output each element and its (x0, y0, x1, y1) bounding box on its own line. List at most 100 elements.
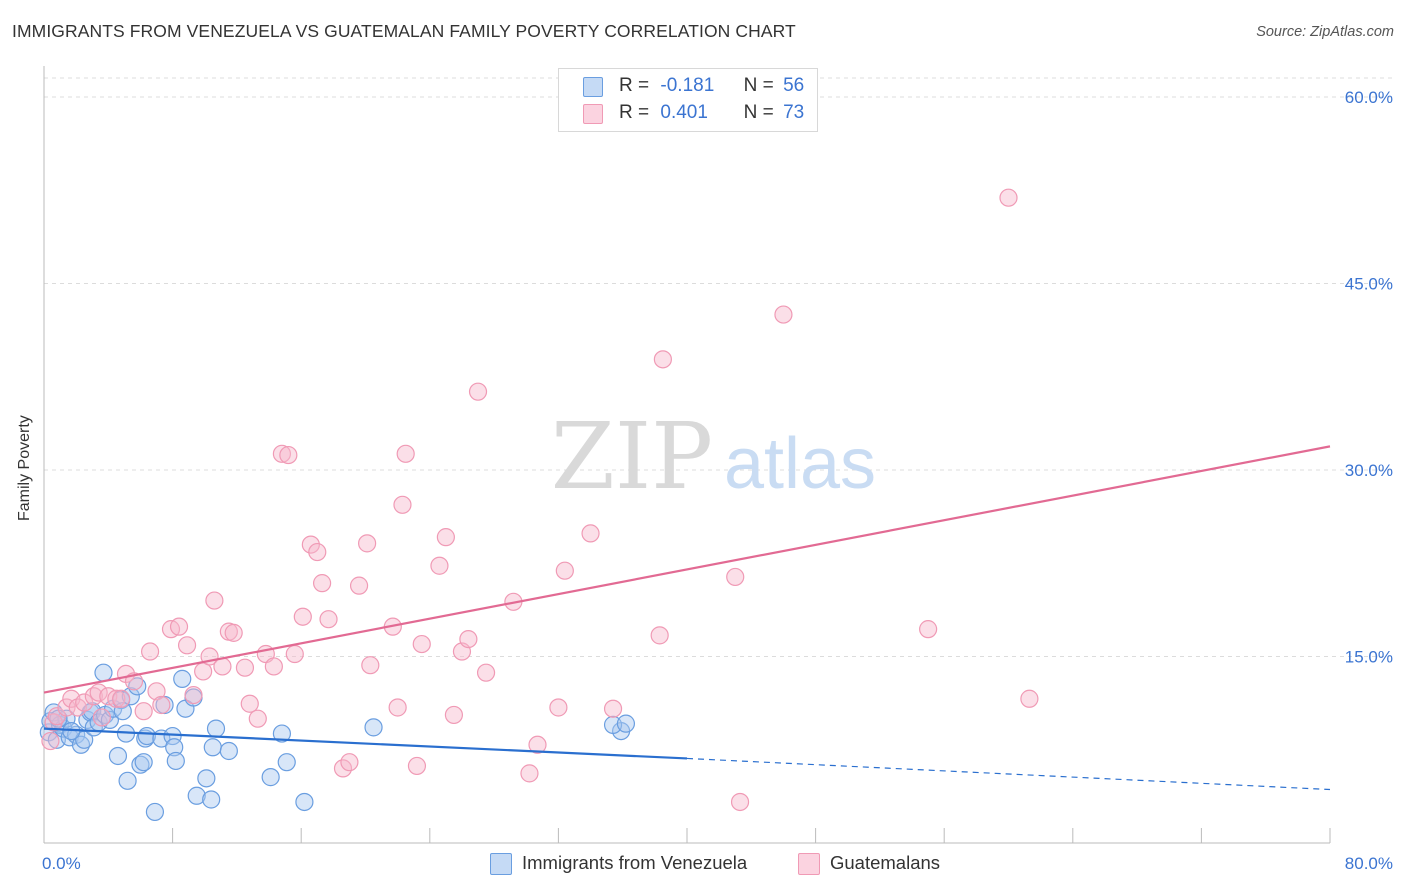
point-venezuela (165, 738, 184, 757)
bottom-legend-label-guatemalans: Guatemalans (830, 852, 941, 873)
point-venezuela (616, 714, 636, 733)
legend-r-value: -0.181 (660, 75, 715, 96)
x-tick-label: 80.0% (1345, 854, 1393, 873)
point-guatemalans (919, 620, 938, 639)
point-guatemalans (393, 495, 412, 514)
point-venezuela (145, 802, 165, 822)
point-guatemalans (412, 634, 431, 654)
point-venezuela (118, 771, 137, 790)
trend-line-venezuela (43, 727, 688, 760)
watermark-atlas: atlas (724, 424, 876, 504)
source-label: Source: ZipAtlas.com (1256, 24, 1394, 40)
bottom-legend-swatch-venezuela (490, 853, 512, 875)
point-guatemalans (1020, 689, 1039, 708)
point-guatemalans (319, 610, 338, 629)
point-guatemalans (476, 663, 496, 682)
bottom-legend-label-venezuela: Immigrants from Venezuela (522, 852, 748, 873)
point-guatemalans (279, 445, 298, 465)
point-venezuela (261, 768, 280, 787)
point-guatemalans (240, 694, 259, 713)
point-venezuela (71, 735, 91, 754)
point-guatemalans (248, 709, 267, 728)
chart-title: IMMIGRANTS FROM VENEZUELA VS GUATEMALAN … (12, 21, 796, 41)
point-guatemalans (358, 534, 377, 553)
point-guatemalans (388, 698, 407, 717)
point-guatemalans (235, 658, 255, 677)
y-tick-label: 45.0% (1345, 275, 1393, 294)
point-guatemalans (650, 626, 669, 645)
bottom-legend-swatch-guatemalans (798, 853, 820, 875)
y-tick-label: 30.0% (1345, 461, 1393, 480)
point-guatemalans (407, 756, 427, 776)
point-guatemalans (528, 735, 547, 754)
legend-swatch-guatemalans (583, 104, 603, 124)
legend-r-label: R = (619, 75, 650, 96)
point-venezuela (128, 677, 147, 696)
point-guatemalans (581, 524, 600, 543)
point-guatemalans (436, 528, 455, 547)
point-guatemalans (107, 689, 126, 708)
point-guatemalans (285, 644, 304, 664)
legend-n-label: N = (743, 75, 774, 96)
point-guatemalans (774, 305, 793, 324)
point-guatemalans (555, 561, 574, 580)
point-venezuela (137, 726, 156, 746)
point-venezuela (364, 718, 383, 737)
point-guatemalans (140, 642, 160, 661)
gridlines (44, 77, 1392, 657)
trend-lines (43, 445, 1331, 791)
point-guatemalans (349, 576, 369, 595)
point-guatemalans (224, 623, 243, 642)
legend-r-label: R = (619, 102, 650, 123)
watermark-zip: ZIP (551, 403, 713, 510)
point-venezuela (197, 769, 216, 788)
point-venezuela (173, 669, 192, 688)
point-venezuela (295, 792, 314, 812)
legend-n-label: N = (743, 102, 774, 123)
y-axis-label: Family Poverty (16, 415, 33, 521)
legend-swatch-venezuela (583, 77, 603, 97)
point-guatemalans (41, 731, 60, 751)
point-venezuela (277, 753, 296, 772)
point-venezuela (219, 741, 238, 761)
point-venezuela (134, 753, 153, 772)
point-guatemalans (301, 535, 320, 554)
point-guatemalans (549, 698, 568, 717)
point-venezuela (108, 746, 128, 766)
point-venezuela (187, 786, 206, 805)
point-guatemalans (89, 683, 108, 702)
point-guatemalans (92, 708, 111, 727)
point-guatemalans (147, 682, 166, 701)
point-guatemalans (152, 695, 171, 715)
y-tick-label: 15.0% (1345, 648, 1393, 667)
point-guatemalans (293, 607, 312, 626)
point-guatemalans (459, 629, 478, 649)
point-guatemalans (999, 188, 1018, 207)
point-venezuela (603, 715, 623, 734)
legend-r-value: 0.401 (660, 102, 708, 123)
correlation-legend: R = -0.181 N = 56 R = 0.401 N = 73 (558, 68, 818, 132)
legend-n-value: 56 (783, 75, 805, 96)
point-guatemalans (430, 556, 449, 575)
watermark: ZIP atlas (551, 403, 876, 510)
trend-line-guatemalans (43, 445, 1331, 694)
data-points (39, 188, 1039, 822)
point-guatemalans (177, 636, 197, 655)
point-guatemalans (264, 657, 283, 676)
point-guatemalans (134, 702, 153, 721)
point-guatemalans (205, 591, 224, 610)
point-guatemalans (520, 764, 539, 783)
point-guatemalans (396, 444, 415, 463)
point-guatemalans (75, 693, 94, 712)
point-venezuela (202, 790, 221, 809)
trend-line-venezuela-extension (686, 757, 1331, 791)
point-venezuela (272, 724, 292, 743)
point-guatemalans (272, 444, 292, 463)
tick-labels: 15.0% 30.0% 45.0% 60.0% 0.0% 80.0% (42, 88, 1393, 873)
point-guatemalans (361, 656, 380, 675)
point-guatemalans (726, 567, 745, 587)
x-tick-label: 0.0% (42, 854, 81, 873)
point-venezuela (206, 719, 226, 738)
point-guatemalans (169, 617, 189, 636)
